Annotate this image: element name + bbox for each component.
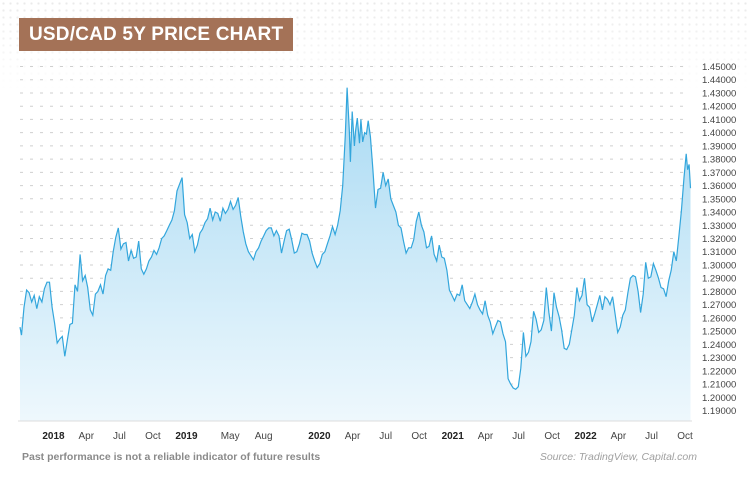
x-tick-label: Apr xyxy=(79,431,95,442)
y-tick-label: 1.25000 xyxy=(702,327,736,338)
x-tick-label: Apr xyxy=(611,431,627,442)
y-tick-label: 1.35000 xyxy=(702,194,736,205)
x-tick-label: Jul xyxy=(379,431,392,442)
y-tick-label: 1.45000 xyxy=(702,62,736,73)
y-tick-label: 1.29000 xyxy=(702,274,736,285)
x-tick-label: Oct xyxy=(145,431,161,442)
x-tick-label: May xyxy=(221,431,240,442)
y-tick-label: 1.34000 xyxy=(702,208,736,219)
x-tick-label: Oct xyxy=(411,431,427,442)
x-tick-label: 2020 xyxy=(308,431,331,442)
disclaimer-text: Past performance is not a reliable indic… xyxy=(22,451,321,463)
y-tick-label: 1.30000 xyxy=(702,260,736,271)
x-tick-label: 2018 xyxy=(42,431,65,442)
y-tick-label: 1.37000 xyxy=(702,168,736,179)
y-tick-label: 1.22000 xyxy=(702,366,736,377)
y-tick-label: 1.19000 xyxy=(702,406,736,417)
x-tick-label: 2021 xyxy=(442,431,465,442)
x-tick-label: Oct xyxy=(677,431,693,442)
y-tick-label: 1.44000 xyxy=(702,75,736,86)
y-tick-label: 1.33000 xyxy=(702,221,736,232)
y-tick-label: 1.28000 xyxy=(702,287,736,298)
y-tick-label: 1.27000 xyxy=(702,300,736,311)
y-tick-label: 1.39000 xyxy=(702,141,736,152)
x-tick-label: Jul xyxy=(113,431,126,442)
y-tick-label: 1.31000 xyxy=(702,247,736,258)
y-tick-label: 1.21000 xyxy=(702,380,736,391)
x-tick-label: Jul xyxy=(512,431,525,442)
source-text: Source: TradingView, Capital.com xyxy=(539,451,697,463)
y-tick-label: 1.38000 xyxy=(702,155,736,166)
price-line xyxy=(19,87,692,391)
price-area xyxy=(20,87,691,421)
y-tick-label: 1.24000 xyxy=(702,340,736,351)
y-tick-label: 1.20000 xyxy=(702,393,736,404)
y-tick-label: 1.40000 xyxy=(702,128,736,139)
x-tick-label: Apr xyxy=(478,431,494,442)
y-tick-label: 1.32000 xyxy=(702,234,736,245)
x-tick-label: Aug xyxy=(255,431,273,442)
x-tick-label: Oct xyxy=(544,431,560,442)
x-tick-label: 2019 xyxy=(175,431,198,442)
y-tick-label: 1.43000 xyxy=(702,88,736,99)
y-tick-label: 1.26000 xyxy=(702,313,736,324)
x-tick-label: 2022 xyxy=(575,431,598,442)
chart-title: USD/CAD 5Y PRICE CHART xyxy=(19,18,294,51)
y-tick-label: 1.36000 xyxy=(702,181,736,192)
x-tick-label: Jul xyxy=(645,431,658,442)
y-tick-label: 1.42000 xyxy=(702,102,736,113)
x-tick-label: Apr xyxy=(345,431,361,442)
y-tick-label: 1.41000 xyxy=(702,115,736,126)
y-tick-label: 1.23000 xyxy=(702,353,736,364)
